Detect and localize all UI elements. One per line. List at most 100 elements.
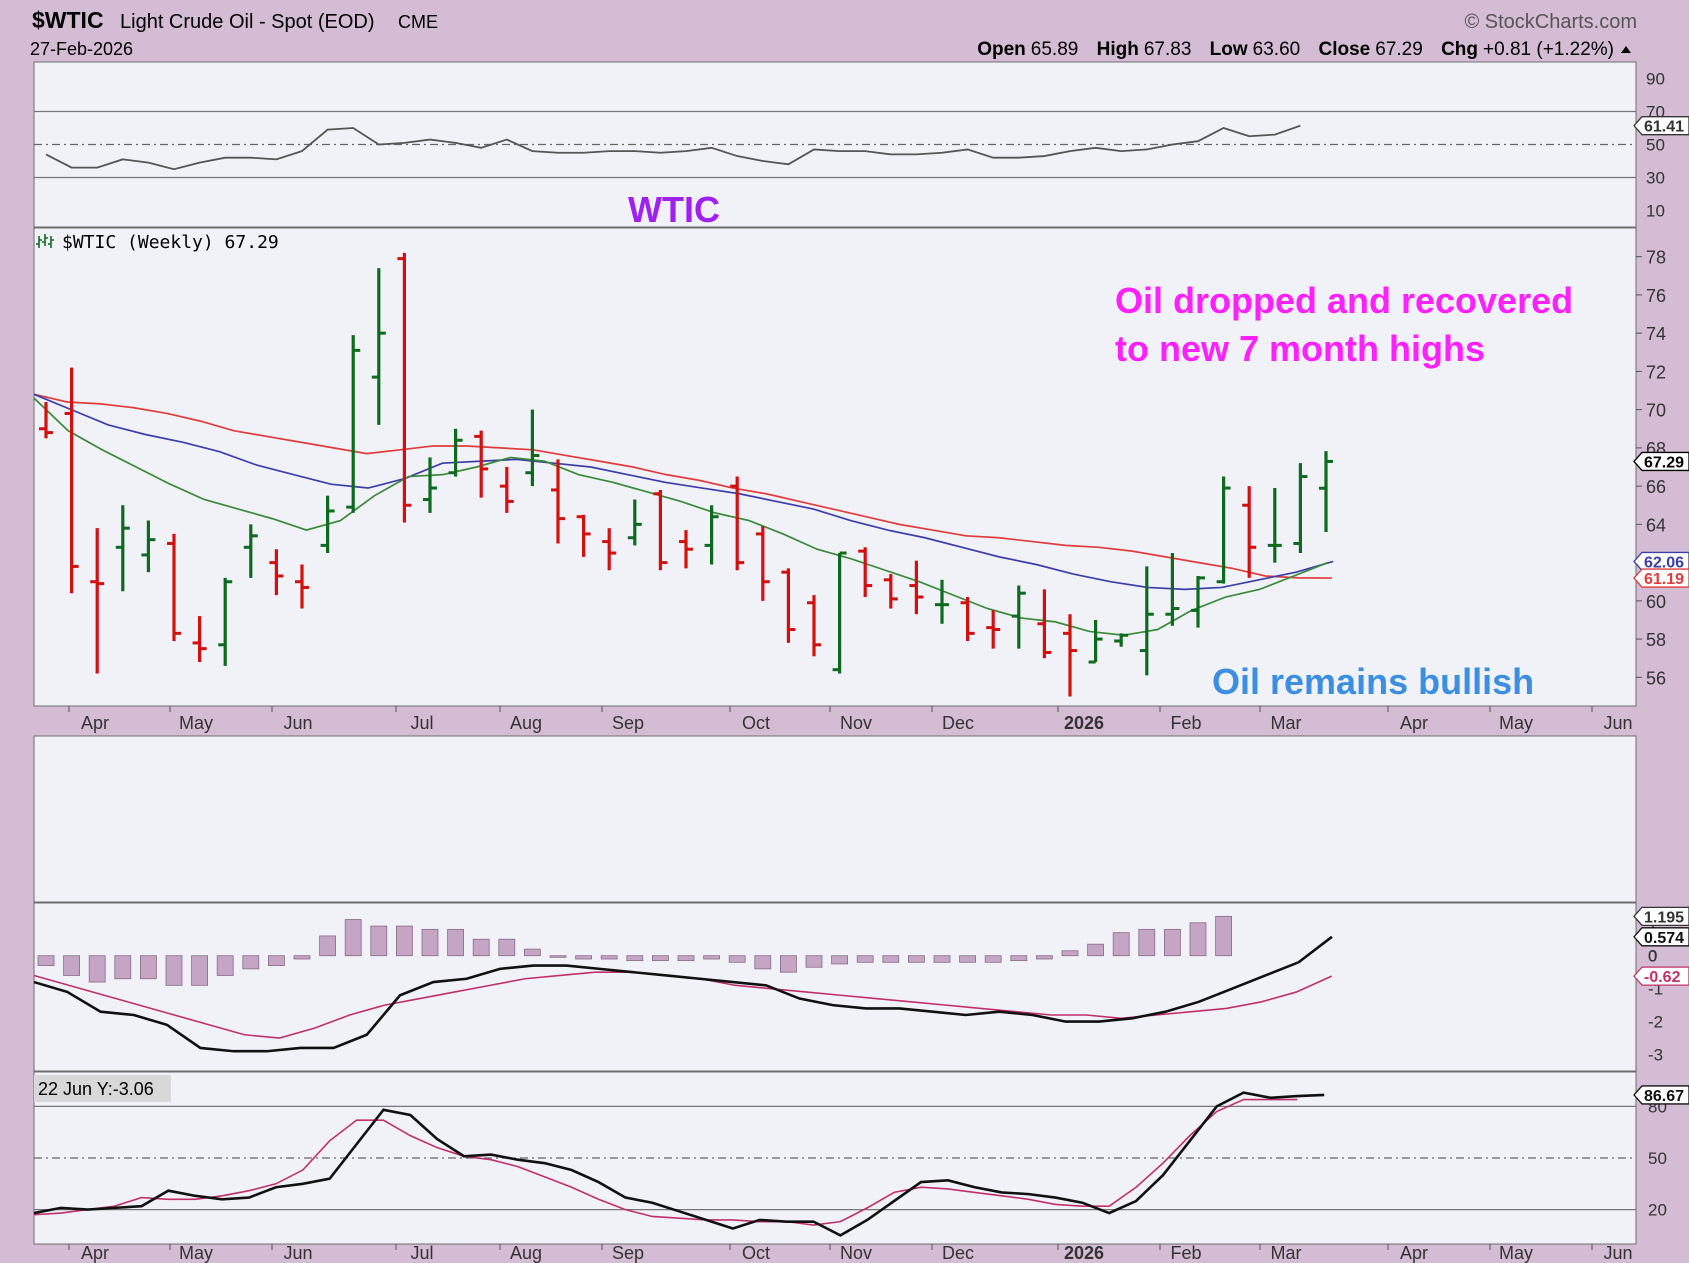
- ohlc-bar: [679, 530, 693, 569]
- macd-histogram-bar: [88, 955, 106, 983]
- ohlc-bar: [653, 489, 668, 571]
- empty-panel: [33, 735, 1637, 903]
- macd-histogram-bar: [1010, 955, 1028, 962]
- open-label: Open: [977, 39, 1026, 60]
- macd-histogram-bar: [524, 948, 541, 957]
- ohlc-bar: [448, 428, 463, 477]
- oil-annotation-line1: Oil dropped and recovered: [1115, 280, 1573, 321]
- ohlc-bar: [1191, 575, 1205, 628]
- moving-average-line: [33, 397, 1329, 637]
- ohlc-bar: [832, 551, 847, 674]
- x-tick-label: Aug: [510, 713, 542, 733]
- x-tick-label: May: [179, 1243, 213, 1263]
- ohlc-bars-group: [39, 252, 1333, 697]
- value-tag: 1.195: [1633, 906, 1689, 926]
- macd-histogram-bar: [139, 955, 157, 980]
- ohlc-bar: [960, 597, 975, 641]
- macd-histogram-bar: [600, 955, 618, 960]
- macd-histogram-bar: [908, 955, 925, 963]
- wtic-annotation: WTIC: [628, 189, 720, 230]
- symbol-title: $WTIC: [32, 7, 104, 33]
- x-tick-label: Nov: [840, 1243, 872, 1263]
- ohlc-bar: [1267, 488, 1282, 563]
- high-label: High: [1097, 39, 1139, 60]
- price-tick-label: 64: [1646, 515, 1666, 535]
- ohlc-bar: [858, 547, 873, 598]
- macd-histogram-bar: [575, 955, 592, 960]
- price-legend-icon: [36, 234, 54, 248]
- ohlc-bar: [883, 574, 898, 609]
- instrument-name: Light Crude Oil - Spot (EOD): [120, 11, 375, 33]
- ohlc-readout: Open 65.89 High 67.83 Low 63.60 Close 67.29 …: [977, 39, 1614, 60]
- ohlc-bar: [627, 499, 642, 546]
- macd-histogram-bar: [856, 955, 874, 963]
- macd-histogram-group: [37, 915, 1232, 986]
- price-tick-label: 66: [1646, 477, 1666, 497]
- rsi-series-group: [45, 124, 1301, 171]
- oil-annotation-line2: to new 7 month highs: [1115, 328, 1485, 369]
- macd-histogram-bar: [37, 955, 55, 966]
- exchange-label: CME: [398, 12, 438, 32]
- x-tick-label: 2026: [1064, 713, 1104, 733]
- macd-histogram-bar: [114, 955, 132, 980]
- x-tick-label: Feb: [1170, 1243, 1201, 1263]
- macd-histogram-bar: [1138, 928, 1156, 957]
- ohlc-bar: [1063, 614, 1077, 697]
- value-tag: 62.06: [1633, 551, 1689, 572]
- macd-zero-label: 0: [1648, 949, 1657, 966]
- value-tag-box: [1633, 906, 1689, 926]
- x-tick-label: May: [1499, 1243, 1533, 1263]
- value-tag-text: 61.19: [1644, 571, 1684, 588]
- low-value: 63.60: [1253, 39, 1301, 60]
- x-tick-label: Jun: [283, 713, 312, 733]
- ohlc-bar: [371, 268, 386, 425]
- ohlc-bar: [243, 524, 258, 578]
- x-tick-label: Apr: [81, 713, 109, 733]
- ohlc-bar: [755, 526, 770, 601]
- value-tag-text: 1.195: [1644, 909, 1684, 926]
- chg-value: +0.81 (+1.22%): [1483, 39, 1614, 60]
- macd-histogram-bar: [780, 955, 797, 973]
- value-tag-text: 61.41: [1644, 119, 1684, 136]
- macd-histogram-bar: [1112, 932, 1130, 957]
- value-tag-text: 86.67: [1644, 1088, 1684, 1105]
- price-tick-label: 60: [1646, 592, 1666, 612]
- macd-histogram-bar: [1164, 928, 1181, 957]
- macd-tick-label: -2: [1648, 1013, 1663, 1032]
- value-tag-box: [1633, 1085, 1689, 1105]
- x-tick-label: May: [179, 713, 213, 733]
- x-tick-label: Dec: [942, 713, 974, 733]
- ohlc-bar: [474, 430, 489, 498]
- macd-histogram-bar: [498, 938, 516, 957]
- ohlc-bar: [192, 616, 207, 663]
- ohlc-bar: [1114, 633, 1129, 647]
- macd-histogram-bar: [831, 955, 848, 965]
- macd-line: [33, 935, 1333, 1053]
- rsi-line: [45, 124, 1301, 171]
- low-label: Low: [1210, 39, 1248, 60]
- x-tick-label: Feb: [1170, 713, 1201, 733]
- macd-histogram-bar: [421, 928, 439, 957]
- macd-histogram-bar: [549, 955, 567, 958]
- ohlc-bar: [1088, 619, 1103, 664]
- ohlc-bar: [269, 549, 284, 596]
- macd-tick-label: 0: [1648, 947, 1657, 966]
- rsi-tick-label: 50: [1646, 136, 1665, 155]
- ohlc-bar: [423, 457, 437, 513]
- value-tag-box: [1633, 116, 1689, 136]
- value-tag: 61.19: [1633, 568, 1689, 588]
- macd-histogram-bar: [216, 955, 234, 976]
- macd-panel: [33, 902, 1637, 1072]
- macd-histogram-bar: [395, 925, 413, 957]
- value-tag-box: [1633, 551, 1689, 572]
- price-tick-label: 70: [1646, 401, 1666, 421]
- value-tag-text: -0.62: [1644, 969, 1681, 986]
- price-tick-label: 58: [1646, 630, 1666, 650]
- ohlc-bar: [1011, 585, 1026, 649]
- stoch-tick-label: 50: [1648, 1149, 1667, 1168]
- ohlc-bar: [1293, 463, 1308, 554]
- close-value: 67.29: [1375, 39, 1423, 60]
- ohlc-bar: [704, 505, 719, 565]
- ohlc-bar: [730, 476, 745, 571]
